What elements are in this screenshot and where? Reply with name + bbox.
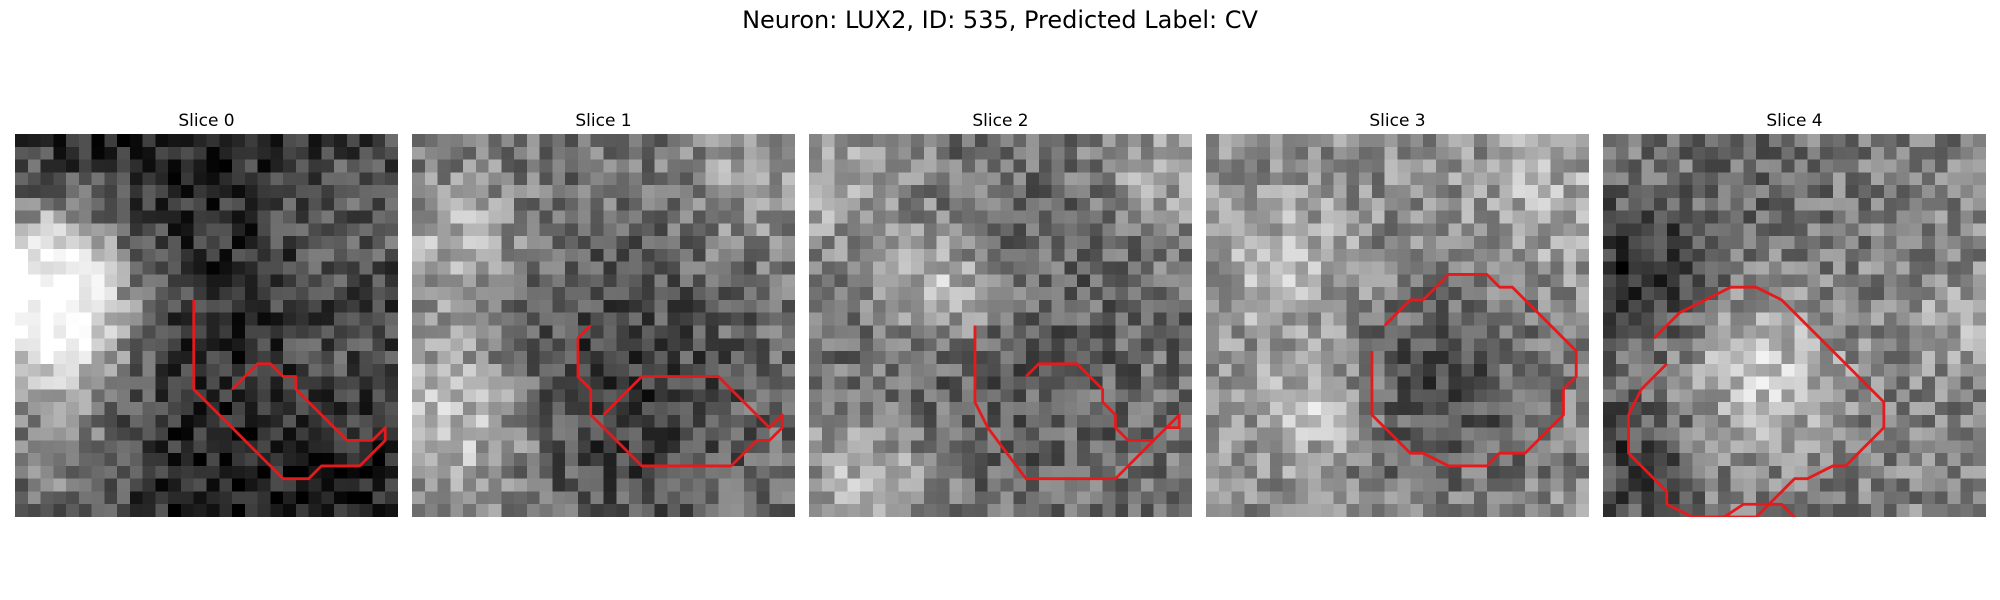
slice-panel-2: Slice 2 (809, 108, 1192, 517)
slice-0-title: Slice 0 (178, 111, 235, 131)
slice-4-title: Slice 4 (1766, 111, 1823, 131)
slice-3-image (1206, 134, 1589, 517)
slice-3-title: Slice 3 (1369, 111, 1426, 131)
figure-title: Neuron: LUX2, ID: 535, Predicted Label: … (742, 6, 1258, 34)
roi-contour (1370, 273, 1578, 468)
pixel-grid (15, 134, 398, 517)
roi-contour-fragment (1721, 502, 1796, 517)
slice-2-title: Slice 2 (972, 111, 1029, 131)
slice-panel-0: Slice 0 (15, 108, 398, 517)
pixel-grid (1206, 134, 1589, 517)
pixel-grid (1603, 134, 1986, 517)
pixel-grid (809, 134, 1192, 517)
pixel-grid (412, 134, 795, 517)
slice-4-image (1603, 134, 1986, 517)
slice-1-image (412, 134, 795, 517)
roi-contour (576, 324, 784, 468)
slice-0-image (15, 134, 398, 517)
slice-panel-4: Slice 4 (1603, 108, 1986, 517)
roi-contour (1627, 285, 1886, 517)
slice-2-image (809, 134, 1192, 517)
slice-panel-3: Slice 3 (1206, 108, 1589, 517)
roi-contour (192, 299, 387, 481)
slice-panel-1: Slice 1 (412, 108, 795, 517)
roi-contour (973, 325, 1181, 481)
slice-1-title: Slice 1 (575, 111, 632, 131)
